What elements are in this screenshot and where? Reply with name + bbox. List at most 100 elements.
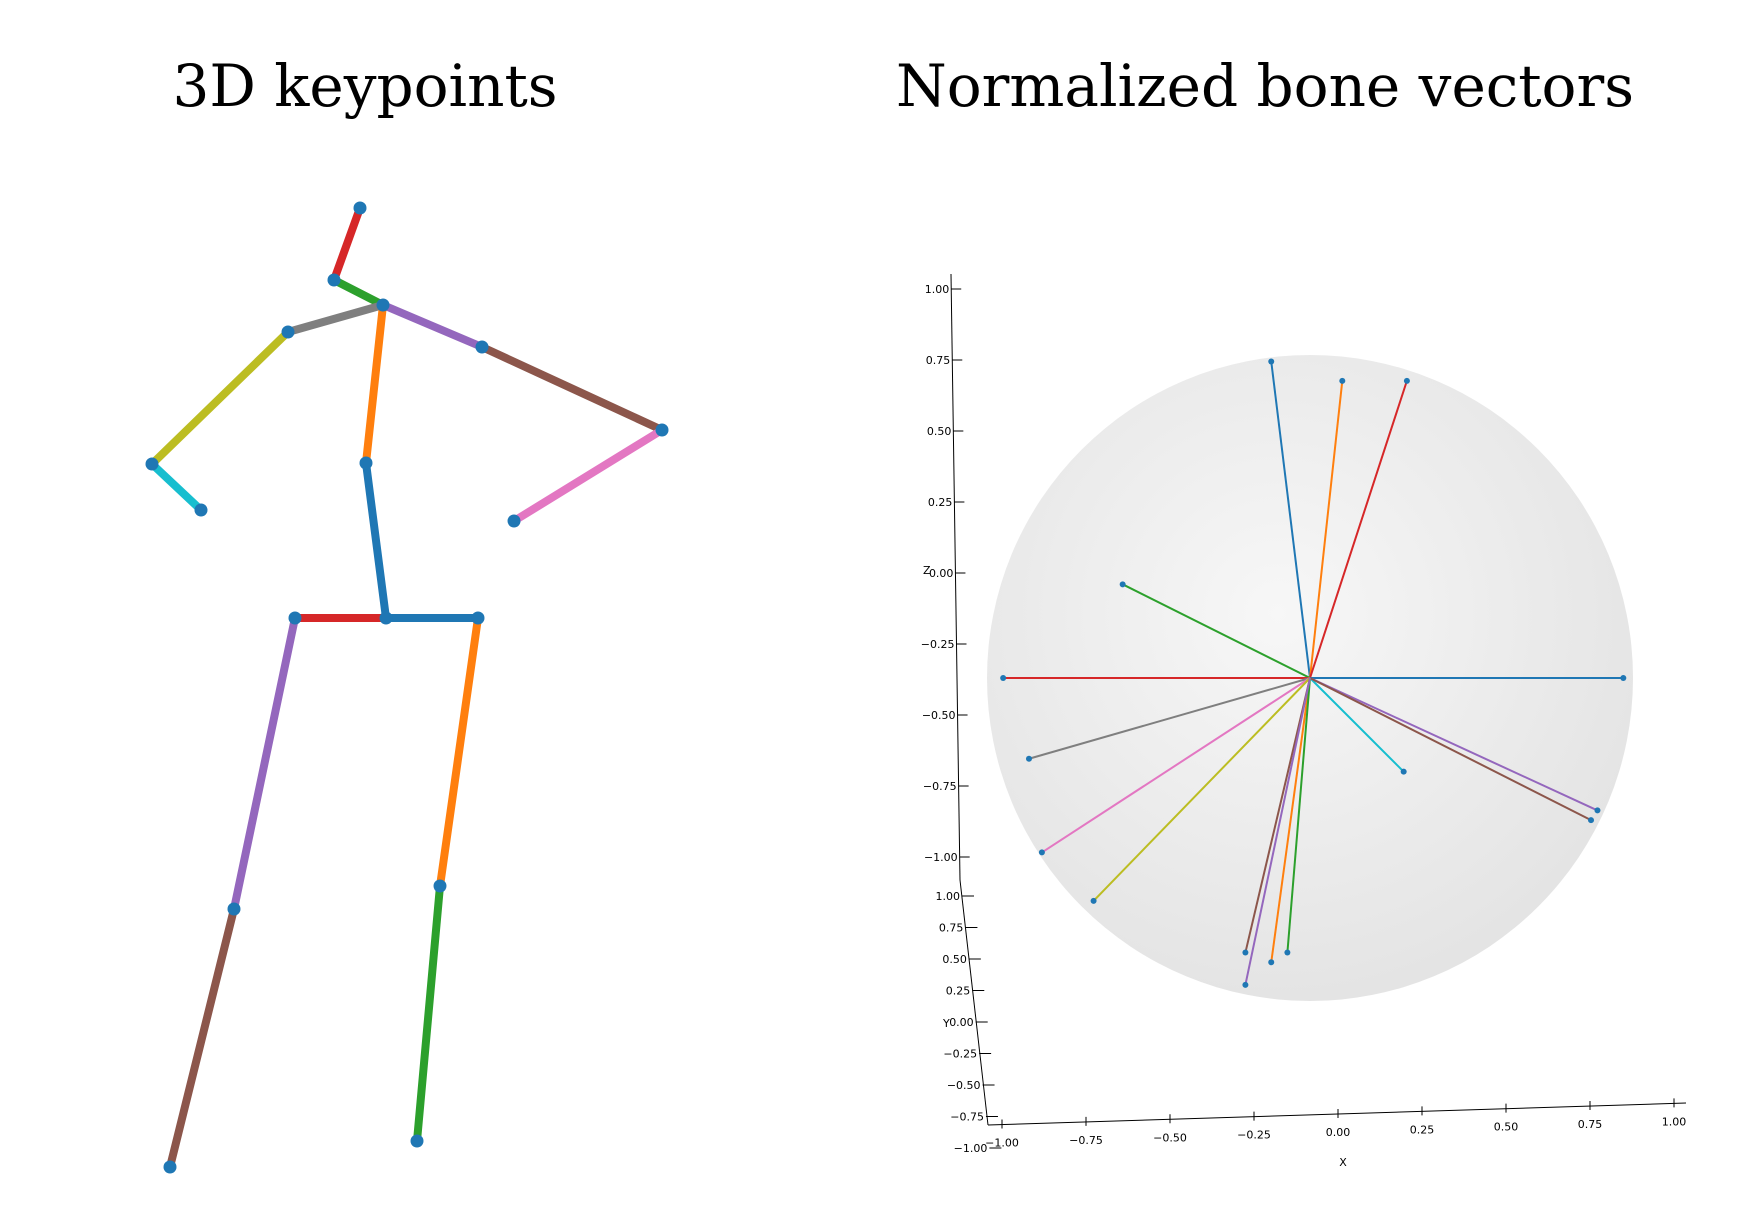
joint-r_ankle [163,1160,177,1174]
joint-l_knee [433,879,447,893]
bone-vector-10 [1309,677,1598,812]
joint-l_hip [471,611,485,625]
bone-l_knee-l_ankle [413,882,444,1145]
joint-r_shoulder [281,325,295,339]
bone-vectors-panel: Normalized bone vectors 1.00 0.75 0.50 0.25… [820,0,1756,1228]
y-tick-label: 0.75 [939,922,964,935]
y-axis-line [959,879,989,1126]
y-tick-label: −1.00 [954,1142,988,1155]
bone-vector-tip-2 [1403,377,1410,384]
bone-vector-tip-1 [1339,377,1346,384]
bone-l_shoulder-l_elbow [478,343,666,434]
bone-vector-2 [1309,380,1408,679]
x-tick-label: 0.50 [1494,1121,1519,1134]
bone-thorax-r_shoulder [284,301,387,336]
bone-vector-6 [1028,677,1311,760]
bone-vectors-plot: 1.000.750.500.250.00−0.25−0.50−0.75−1.00… [921,273,1687,1169]
bone-vector-tip-7 [1400,768,1407,775]
bone-vector-tip-9 [1090,897,1097,904]
z-tick-label: 1.00 [925,283,950,296]
bone-neck-thorax [330,276,387,309]
bone-r_elbow-r_wrist [148,460,205,514]
y-tick-label: −0.50 [947,1079,981,1092]
x-tick-label: 0.00 [1326,1126,1351,1139]
bone-vector-11 [1309,677,1592,822]
z-tick-label: −0.75 [923,780,957,793]
bone-vector-15 [1244,677,1311,986]
bone-vector-tip-11 [1588,817,1595,824]
x-tick-label: 0.75 [1578,1118,1603,1131]
x-axis-label: X [1339,1156,1347,1169]
bone-vector-tip-0 [1268,358,1275,365]
bone-vector-tip-4 [1000,675,1007,681]
x-tick-label: −0.50 [1153,1131,1187,1144]
bone-vector-tip-3 [1119,581,1126,588]
bone-vector-7 [1309,677,1405,773]
joint-spine [359,456,373,470]
y-tick-label: −0.75 [950,1111,984,1124]
joint-r_wrist [194,503,208,517]
bone-l_elbow-l_wrist [510,426,666,525]
bone-vector-tip-14 [1284,949,1291,956]
x-tick-label: −1.00 [985,1137,1019,1150]
bone-vector-0 [1270,361,1311,679]
joint-pelvis [379,611,393,625]
y-tick-label: −0.25 [943,1048,977,1061]
bone-vector-13 [1270,677,1311,963]
z-tick-label: 0.25 [928,496,953,509]
z-tick-label: 0.00 [929,567,954,580]
bone-vector-tip-13 [1268,959,1275,966]
bone-vector-3 [1122,583,1311,679]
bone-vector-tip-5 [1620,675,1627,681]
y-tick-label: 0.50 [942,953,967,966]
bone-vector-tip-10 [1594,807,1601,814]
bone-vector-9 [1092,677,1311,902]
bone-thorax-spine [362,301,387,467]
bone-vector-12 [1244,677,1311,953]
bone-r_shoulder-r_elbow [148,328,292,468]
z-tick-label: −1.00 [924,851,958,864]
z-tick-label: 0.75 [926,354,951,367]
bone-vectors-title: Normalized bone vectors [896,52,1634,120]
bone-r_knee-r_ankle [166,905,238,1171]
bone-spine-pelvis [362,459,390,622]
joint-r_elbow [145,457,159,471]
bone-vector-tip-6 [1025,755,1032,762]
y-tick-label: 1.00 [936,890,961,903]
joint-thorax [376,298,390,312]
bone-thorax-l_shoulder [379,301,486,351]
joint-r_knee [227,902,241,916]
bone-vector-tip-12 [1242,949,1249,956]
z-tick-label: −0.50 [922,709,956,722]
keypoints-title: 3D keypoints [172,52,558,120]
skeleton-plot [145,201,669,1174]
joint-l_elbow [655,423,669,437]
bone-vector-1 [1309,380,1344,679]
bone-l_hip-l_knee [436,614,482,890]
z-tick-label: 0.50 [927,425,952,438]
x-axis-line [987,1102,1687,1126]
x-tick-label: 1.00 [1662,1115,1687,1128]
keypoints-panel: 3D keypoints [0,0,820,1228]
z-tick-label: −0.25 [921,638,955,651]
y-tick-label: 0.00 [949,1016,974,1029]
bone-r_hip-r_knee [230,614,299,913]
bone-vector-tip-8 [1038,849,1045,856]
z-axis-line [950,273,961,881]
x-tick-label: −0.75 [1069,1134,1103,1147]
bone-vector-14 [1286,677,1311,953]
x-tick-label: −0.25 [1237,1129,1271,1142]
y-axis-label: Y [942,1017,950,1030]
z-axis-label: Z [923,564,931,577]
y-tick-label: 0.25 [946,985,971,998]
bone-vector-tip-15 [1242,981,1249,988]
joint-head [353,201,367,215]
joint-neck [327,273,341,287]
x-tick-label: 0.25 [1410,1123,1435,1136]
joint-l_shoulder [475,340,489,354]
bone-vector-8 [1041,677,1311,854]
joint-l_ankle [410,1134,424,1148]
joint-l_wrist [507,514,521,528]
bone-head-neck [330,204,364,284]
joint-r_hip [288,611,302,625]
